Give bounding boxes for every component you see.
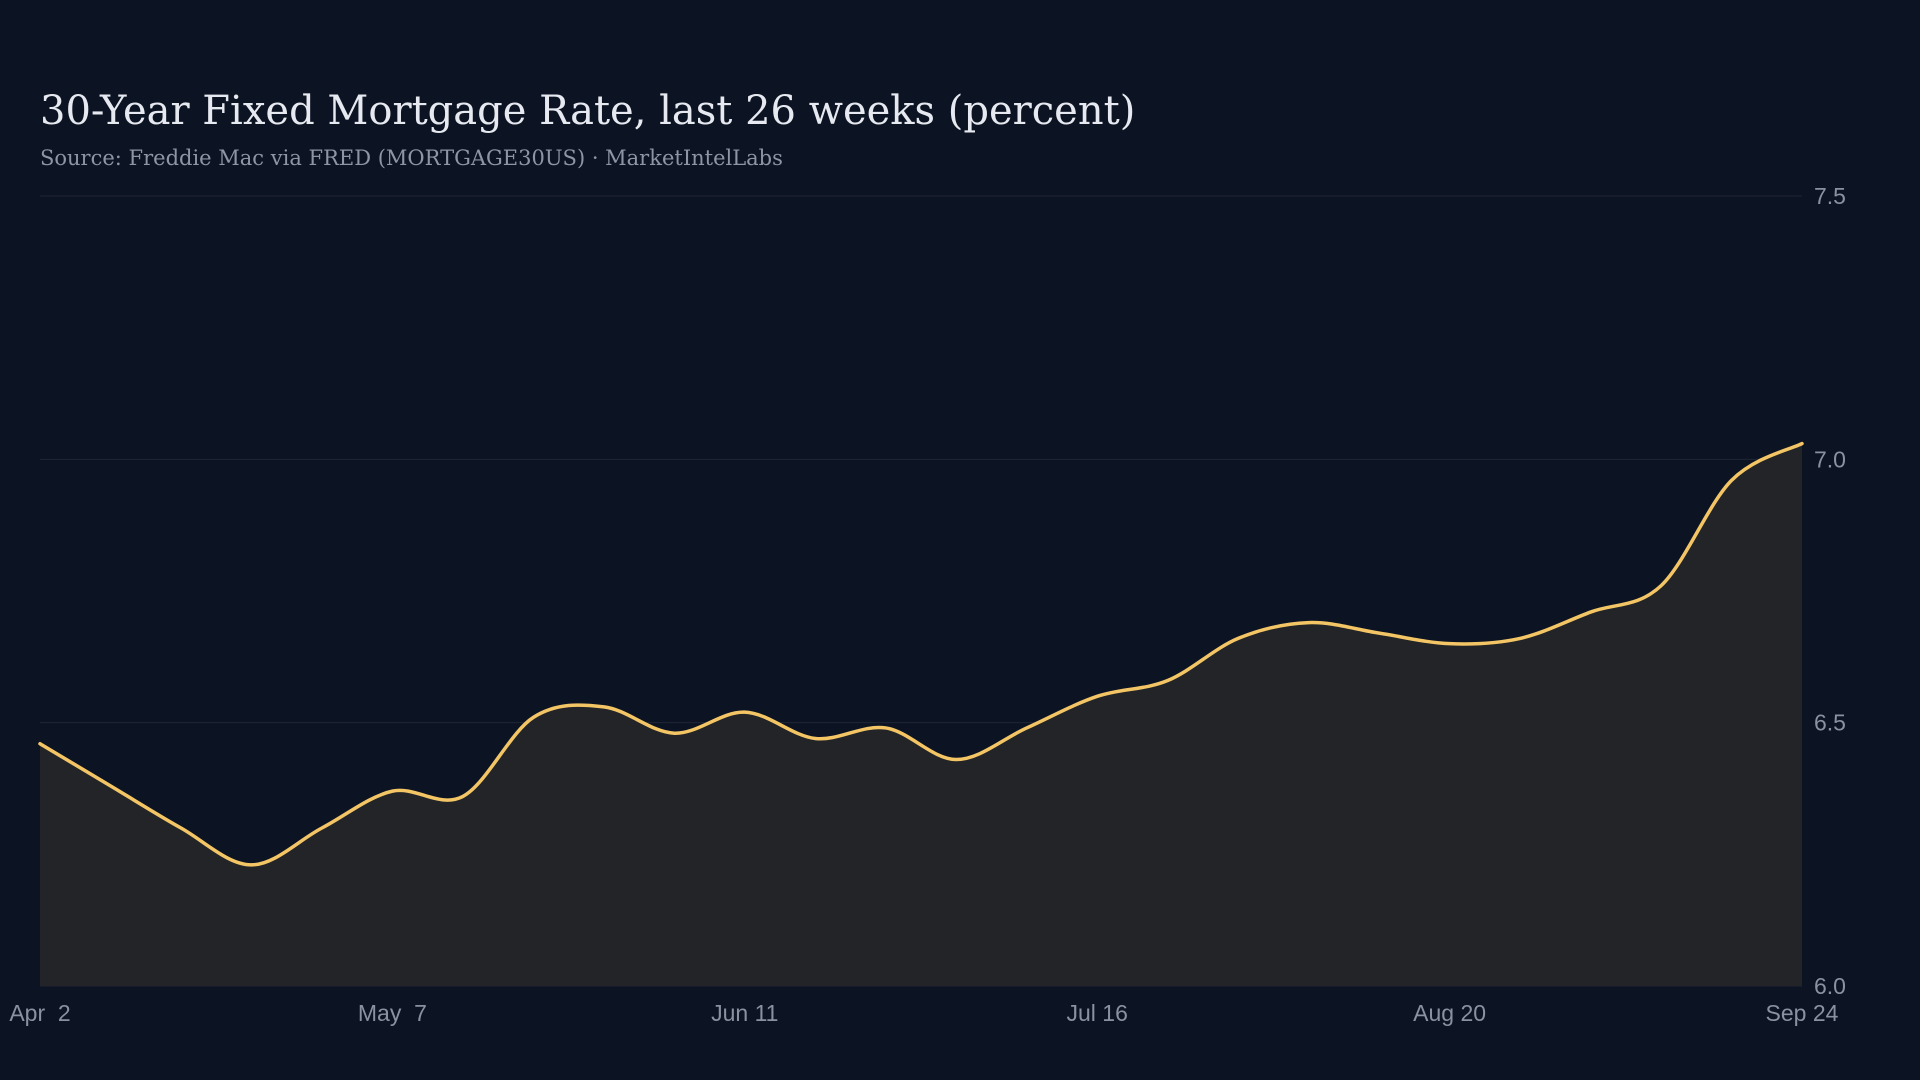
chart-title: 30-Year Fixed Mortgage Rate, last 26 wee… [40,88,1136,134]
x-tick-label: Jul 16 [1067,1000,1128,1026]
y-tick-label: 6.0 [1814,973,1846,999]
data-point [1589,610,1593,614]
data-point [390,789,394,793]
x-tick-label: Aug 20 [1413,1000,1486,1026]
data-point [813,736,817,740]
data-point [1236,636,1240,640]
x-tick-label: May 7 [358,1000,427,1026]
data-point [1166,679,1170,683]
line-layer [38,441,1804,867]
x-tick-label: Jun 11 [711,1000,778,1026]
data-point [672,731,676,735]
data-point [1448,642,1452,646]
data-point [38,742,42,746]
series-area [40,443,1802,986]
x-tick-label: Sep 24 [1766,1000,1839,1026]
area-layer [40,443,1802,986]
data-point [884,726,888,730]
data-point [1730,478,1734,482]
data-point [179,826,183,830]
data-point [1095,694,1099,698]
chart-subtitle: Source: Freddie Mac via FRED (MORTGAGE30… [40,146,783,170]
data-point [1800,442,1804,446]
data-point [1659,584,1663,588]
data-point [249,863,253,867]
data-point [1307,621,1311,625]
series-line [38,441,1804,867]
data-point [743,710,747,714]
data-point [1025,726,1029,730]
x-tick-label: Apr 2 [9,1000,70,1026]
y-tick-label: 7.0 [1814,446,1846,472]
y-axis: 6.0 6.5 7.0 7.5 [1814,183,1846,999]
y-tick-label: 6.5 [1814,710,1846,736]
data-point [1518,636,1522,640]
data-point [954,758,958,762]
data-point [1377,631,1381,635]
y-tick-label: 7.5 [1814,183,1846,209]
data-point [108,784,112,788]
data-point [531,715,535,719]
data-point [461,794,465,798]
data-point [320,826,324,830]
x-axis: Apr 2 May 7 Jun 11 Jul 16 Aug 20 Sep 24 [9,1000,1838,1026]
data-point [602,705,606,709]
